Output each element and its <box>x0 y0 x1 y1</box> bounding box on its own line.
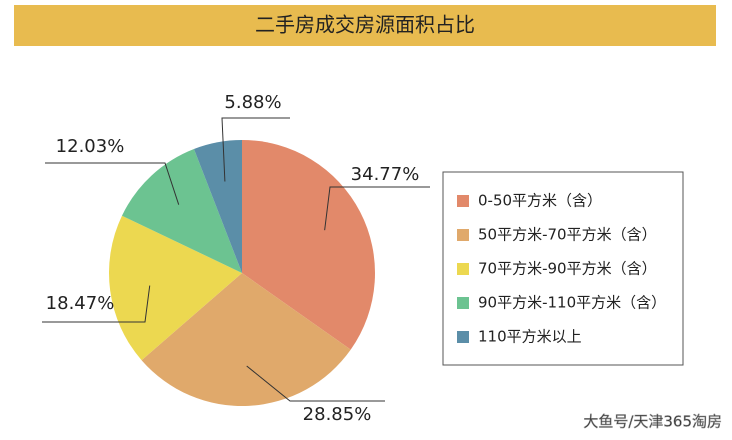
legend-label: 110平方米以上 <box>478 328 582 346</box>
leader-line <box>45 162 180 205</box>
leader-line <box>324 186 430 231</box>
legend-swatch <box>457 229 469 241</box>
legend-swatch <box>457 297 469 309</box>
leader-line <box>221 117 290 182</box>
legend-swatch <box>457 263 469 275</box>
watermark: 大鱼号/天津365淘房 <box>583 413 722 431</box>
leader-line <box>246 365 385 402</box>
legend-label: 90平方米-110平方米（含） <box>478 294 666 312</box>
data-label: 18.47% <box>46 293 115 314</box>
data-label: 34.77% <box>351 164 420 185</box>
legend-box <box>442 171 684 366</box>
pie-slice <box>193 140 242 273</box>
pie-slice <box>108 215 242 361</box>
legend-label: 50平方米-70平方米（含） <box>478 226 657 244</box>
legend-label: 0-50平方米（含） <box>478 192 602 210</box>
data-label: 12.03% <box>56 136 125 157</box>
data-label: 28.85% <box>303 404 372 425</box>
legend-swatch <box>457 195 469 207</box>
pie-slice <box>141 273 351 406</box>
pie-slice <box>242 140 375 350</box>
chart-title: 二手房成交房源面积占比 <box>255 13 475 37</box>
legend-swatch <box>457 331 469 343</box>
pie-slice <box>121 148 242 273</box>
legend-label: 70平方米-90平方米（含） <box>478 260 657 278</box>
data-label: 5.88% <box>224 92 281 113</box>
leader-line <box>42 285 151 323</box>
title-bar <box>14 5 716 46</box>
